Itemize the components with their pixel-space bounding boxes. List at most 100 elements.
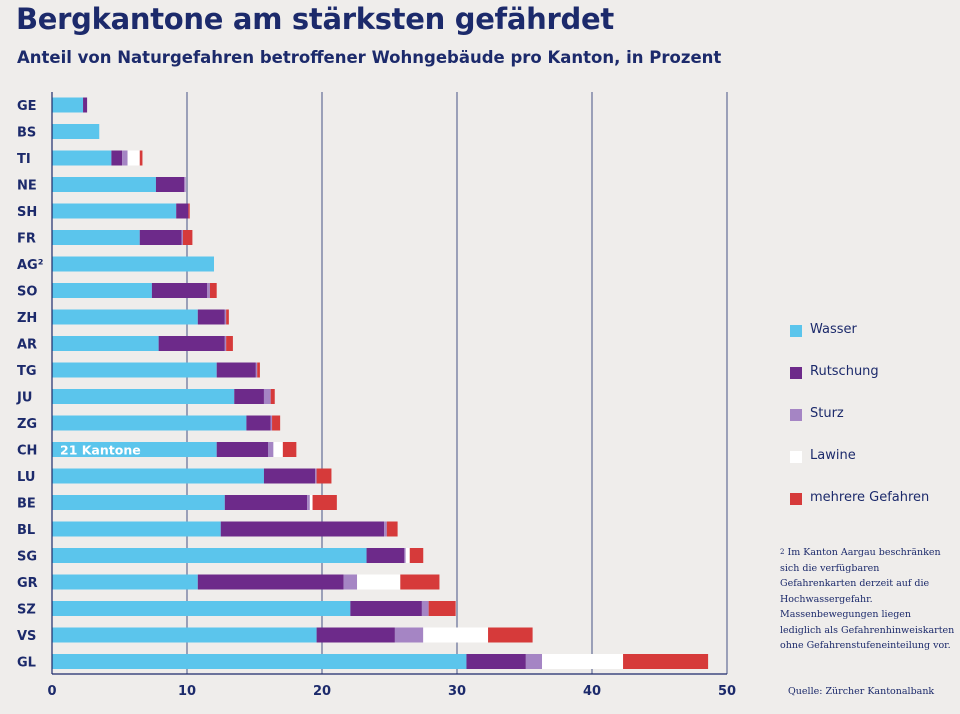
chart-title: Bergkantone am stärksten gefährdet <box>16 2 614 36</box>
category-label: ZH <box>17 311 37 326</box>
bar-segment-rutschung-BL <box>220 521 385 537</box>
bar-segment-lawine-CH <box>273 442 283 457</box>
bar-segment-rutschung-VS <box>316 627 395 643</box>
bar-segment-lawine-SG <box>405 548 410 563</box>
bar-segment-rutschung-GE <box>83 97 88 113</box>
bar-segment-lawine-GR <box>357 574 401 590</box>
category-label: VS <box>17 629 36 644</box>
bar-segment-wasser-SG <box>52 548 367 563</box>
bar-segment-rutschung-ZG <box>246 415 271 431</box>
bar-segment-sturz-ZH <box>224 309 227 325</box>
bar-segment-mehrere-ZG <box>272 415 281 431</box>
legend-item-sturz: Sturz <box>790 406 929 448</box>
bar-segment-mehrere-BL <box>386 521 398 537</box>
bar-segment-wasser-JU <box>52 389 235 404</box>
bar-segment-wasser-CH <box>52 442 217 457</box>
bar-segment-mehrere-CH <box>282 442 297 457</box>
category-label: TG <box>17 364 37 379</box>
legend-item-rutschung: Rutschung <box>790 364 929 406</box>
bar-segment-wasser-GE <box>52 97 84 113</box>
bar-segment-sturz-GL <box>525 654 543 669</box>
x-tick-label-20: 20 <box>313 684 331 699</box>
bar-segment-sturz-VS <box>394 627 424 643</box>
legend-label-mehrere-gefahren: mehrere Gefahren <box>810 490 930 505</box>
bar-segment-wasser-SH <box>52 203 177 219</box>
bar-segment-sturz-SO <box>207 283 210 298</box>
x-tick-label-10: 10 <box>178 684 196 699</box>
legend-label-rutschung: Rutschung <box>810 364 879 379</box>
x-tick-label-0: 0 <box>47 684 56 699</box>
bar-segment-sturz-BL <box>384 521 387 537</box>
bar-segment-wasser-TG <box>52 362 217 378</box>
bar-segment-rutschung-SZ <box>350 601 422 616</box>
category-label: ZG <box>17 417 37 432</box>
bar-segment-wasser-ZH <box>52 309 198 325</box>
bar-segment-sturz-CH <box>268 442 274 457</box>
bar-segment-mehrere-TG <box>257 362 260 378</box>
bar-segment-sturz-NE <box>184 177 186 192</box>
bar-segment-sturz-ZG <box>270 415 273 431</box>
chart-subtitle: Anteil von Naturgefahren betroffener Woh… <box>17 48 722 67</box>
category-label: TI <box>17 152 31 167</box>
category-label: NE <box>17 179 37 194</box>
bar-segment-lawine-TI <box>127 150 140 166</box>
legend-label-sturz: Sturz <box>810 406 844 421</box>
bar-segment-mehrere-SH <box>188 203 190 219</box>
bar-segment-rutschung-BE <box>224 495 308 510</box>
bar-segment-mehrere-JU <box>270 389 275 404</box>
bar-segment-wasser-SO <box>52 283 152 298</box>
bar-segment-rutschung-GR <box>197 574 344 590</box>
bar-segment-rutschung-ZH <box>197 309 225 325</box>
bar-segment-mehrere-SO <box>209 283 217 298</box>
legend: Wasser Rutschung Sturz Lawine mehrere Ge… <box>790 322 929 532</box>
bar-segment-sturz-SG <box>404 548 406 563</box>
bar-segment-sturz-FR <box>181 230 183 245</box>
bar-segment-rutschung-GL <box>466 654 526 669</box>
x-tick-label-40: 40 <box>583 684 601 699</box>
category-label: SO <box>17 285 37 300</box>
bar-segment-sturz-TG <box>255 362 258 378</box>
bar-segment-wasser-GR <box>52 574 198 590</box>
category-label: GR <box>17 576 38 591</box>
legend-item-mehrere-gefahren: mehrere Gefahren <box>790 490 929 532</box>
bar-segment-sturz-LU <box>315 468 317 484</box>
bar-segment-rutschung-AR <box>158 336 225 351</box>
category-label: AG² <box>17 258 43 273</box>
source-note: Quelle: Zürcher Kantonalbank <box>788 686 935 697</box>
highlight-label: 21 Kantone <box>60 443 141 458</box>
legend-item-wasser: Wasser <box>790 322 929 364</box>
bar-segment-wasser-NE <box>52 177 156 192</box>
bar-segment-wasser-AR <box>52 336 159 351</box>
category-label: JU <box>16 391 32 406</box>
bar-segment-mehrere-GR <box>400 574 440 590</box>
bar-segment-lawine-BE <box>309 495 313 510</box>
x-tick-label-30: 30 <box>448 684 466 699</box>
category-label: AR <box>17 338 37 353</box>
bar-segment-mehrere-SG <box>409 548 424 563</box>
category-label: LU <box>17 470 35 485</box>
footnote-text: Im Kanton Aargau beschränken sich die ve… <box>780 547 955 651</box>
bar-segment-mehrere-SZ <box>428 601 456 616</box>
bar-segment-wasser-GL <box>52 654 467 669</box>
category-label: SZ <box>17 603 36 618</box>
bar-segment-mehrere-BE <box>312 495 337 510</box>
bar-segment-wasser-SZ <box>52 601 351 616</box>
bar-segment-sturz-GR <box>343 574 358 590</box>
legend-item-lawine: Lawine <box>790 448 929 490</box>
bar-segment-wasser-VS <box>52 627 317 643</box>
x-tick-label-50: 50 <box>718 684 736 699</box>
category-label: BS <box>17 126 36 141</box>
legend-label-wasser: Wasser <box>810 322 857 337</box>
legend-swatch-wasser <box>790 325 802 337</box>
legend-swatch-lawine <box>790 451 802 463</box>
bar-segment-sturz-JU <box>263 389 271 404</box>
bar-segment-lawine-VS <box>423 627 489 643</box>
bar-segment-wasser-BE <box>52 495 225 510</box>
bar-segment-lawine-GL <box>542 654 624 669</box>
bar-segment-rutschung-SG <box>366 548 405 563</box>
bar-segment-wasser-BL <box>52 521 221 537</box>
bar-segment-wasser-FR <box>52 230 140 245</box>
footnote: 2 Im Kanton Aargau beschränken sich die … <box>780 545 955 654</box>
legend-label-lawine: Lawine <box>810 448 856 463</box>
bar-segment-rutschung-NE <box>155 177 185 192</box>
